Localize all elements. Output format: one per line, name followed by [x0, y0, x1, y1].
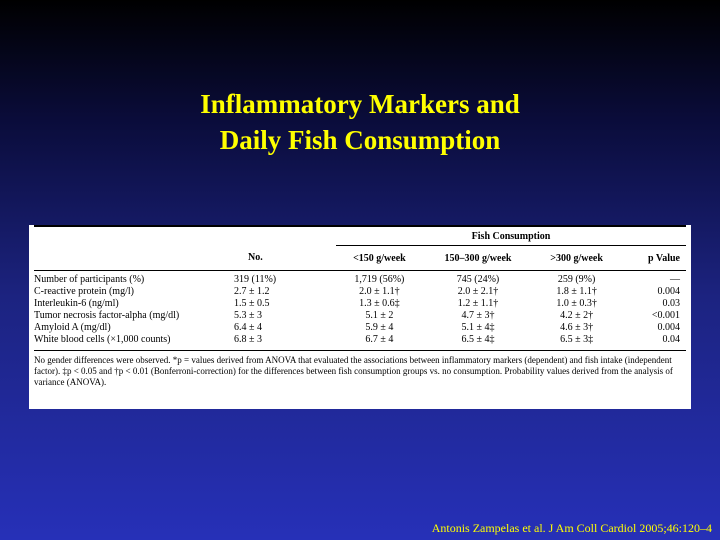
- table-cell-c2: 4.7 ± 3†: [461, 310, 495, 321]
- table-cell-label: Tumor necrosis factor-alpha (mg/dl): [34, 310, 180, 321]
- table-cell-c3: 1.0 ± 0.3†: [556, 298, 597, 309]
- table-cell-p: 0.03: [662, 298, 681, 309]
- table-cell-c3: 4.2 ± 2†: [560, 310, 594, 321]
- table-cell-c1: 6.7 ± 4: [365, 334, 394, 345]
- table-row: Tumor necrosis factor-alpha (mg/dl) 5.3 ±…: [34, 310, 686, 322]
- table-footnote: No gender differences were observed. *p …: [34, 355, 673, 387]
- table-cell-label: Amyloid A (mg/dl): [34, 322, 111, 333]
- table-cell-c3: 259 (9%): [557, 274, 596, 285]
- column-header-row: No. <150 g/week 150–300 g/week >300 g/we…: [34, 245, 686, 271]
- table-cell-c1: 2.0 ± 1.1†: [359, 286, 400, 297]
- table-cell-c1: 1,719 (56%): [354, 274, 405, 285]
- table-cell-c3: 6.5 ± 3‡: [560, 334, 594, 345]
- column-header-lt150: <150 g/week: [336, 245, 423, 271]
- table-cell-c3: 1.8 ± 1.1†: [556, 286, 597, 297]
- citation: Antonis Zampelas et al. J Am Coll Cardio…: [431, 521, 712, 535]
- table-row: White blood cells (×1,000 counts) 6.8 ± 3…: [34, 334, 686, 346]
- table-cell-label: C-reactive protein (mg/l): [34, 286, 134, 297]
- table-cell-c2: 1.2 ± 1.1†: [457, 298, 499, 309]
- table-cell-c1: 5.9 ± 4: [365, 322, 394, 333]
- results-table-card: Fish Consumption No. <150 g/week 150–300…: [29, 225, 691, 409]
- results-table: Fish Consumption No. <150 g/week 150–300…: [34, 225, 686, 351]
- table-cell-c3: 4.6 ± 3†: [560, 322, 594, 333]
- table-cell-c2: 745 (24%): [456, 274, 500, 285]
- table-cell-p: 0.004: [657, 322, 681, 333]
- table-row: Interleukin-6 (ng/ml) 1.5 ± 0.5 1.3 ± 0.6‡…: [34, 298, 686, 310]
- table-cell-c2: 5.1 ± 4‡: [461, 322, 495, 333]
- table-row: Amyloid A (mg/dl) 6.4 ± 4 5.9 ± 4 5.1 ± 4‡ 4…: [34, 322, 686, 334]
- column-header-p-value: p Value: [620, 245, 686, 271]
- table-cell-c2: 6.5 ± 4‡: [461, 334, 495, 345]
- table-cell-p: —: [670, 274, 680, 285]
- title-line-1: Inflammatory Markers and: [200, 89, 520, 119]
- table-cell-no: 6.4 ± 4: [234, 322, 262, 333]
- table-cell-c1: 1.3 ± 0.6‡: [359, 298, 400, 309]
- table-cell-no: 319 (11%): [234, 274, 277, 285]
- table-cell-p: 0.04: [662, 334, 681, 345]
- table-cell-p: 0.004: [657, 286, 681, 297]
- table-row: Number of participants (%) 319 (11%) 1,719…: [34, 271, 686, 287]
- group-header-fish-consumption: Fish Consumption: [336, 225, 686, 246]
- table-cell-no: 2.7 ± 1.2: [234, 286, 270, 297]
- column-header-gt300: >300 g/week: [533, 245, 620, 271]
- table-cell-p: <0.001: [651, 310, 680, 321]
- table-row: C-reactive protein (mg/l) 2.7 ± 1.2 2.0 ± …: [34, 286, 686, 298]
- slide-title: Inflammatory Markers and Daily Fish Cons…: [0, 86, 720, 158]
- table-cell-c1: 5.1 ± 2: [365, 310, 394, 321]
- table-cell-no: 6.8 ± 3: [234, 334, 262, 345]
- table-cell-label: White blood cells (×1,000 counts): [34, 334, 171, 345]
- table-cell-c2: 2.0 ± 2.1†: [457, 286, 499, 297]
- title-line-2: Daily Fish Consumption: [219, 125, 501, 155]
- column-header-no: No.: [234, 245, 336, 271]
- table-cell-no: 5.3 ± 3: [234, 310, 262, 321]
- group-header-row: Fish Consumption: [34, 225, 686, 246]
- column-header-150-300: 150–300 g/week: [422, 245, 534, 271]
- table-cell-no: 1.5 ± 0.5: [234, 298, 270, 309]
- table-end-rule: [34, 346, 686, 351]
- table-cell-label: Interleukin-6 (ng/ml): [34, 298, 119, 309]
- table-body: Number of participants (%) 319 (11%) 1,719…: [34, 271, 686, 347]
- table-cell-label: Number of participants (%): [34, 274, 145, 285]
